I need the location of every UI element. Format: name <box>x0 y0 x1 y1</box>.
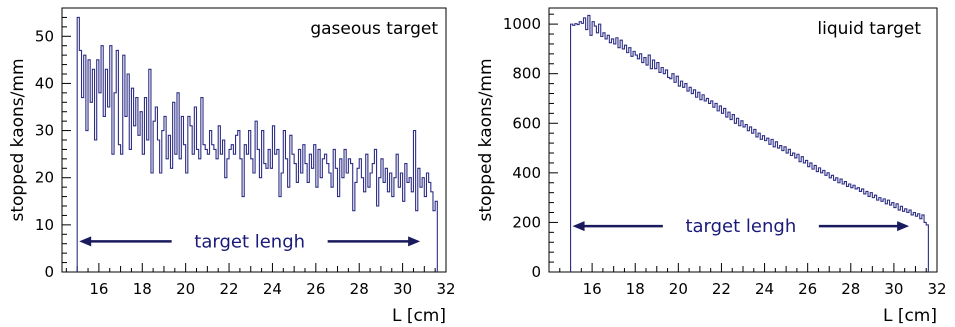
x-tick-label: 28 <box>350 280 369 298</box>
right-chart-liquid: 0 200 400 600 800 1000 16 18 20 22 24 26 28 30 32 tar… <box>476 7 947 326</box>
x-tick-label: 18 <box>626 280 645 298</box>
right-y-ticks: 0 200 400 600 800 1000 <box>503 13 558 281</box>
y-tick-label: 10 <box>35 216 54 234</box>
x-tick-label: 26 <box>306 280 325 298</box>
right-range-label: target lengh <box>685 216 796 237</box>
y-tick-label: 200 <box>512 213 541 231</box>
right-x-ticks: 16 18 20 22 24 26 28 30 32 <box>548 263 947 298</box>
x-tick-label: 16 <box>583 280 602 298</box>
x-tick-label: 30 <box>393 280 412 298</box>
left-range-arrowhead-right <box>408 236 421 247</box>
right-y-axis-title: stopped kaons/mm <box>476 58 496 221</box>
left-range-arrowhead-left <box>79 236 92 247</box>
y-tick-label: 0 <box>531 263 541 281</box>
left-series-line <box>76 16 438 272</box>
x-tick-label: 32 <box>436 280 455 298</box>
x-tick-label: 26 <box>798 280 817 298</box>
left-range-annotation: target lengh <box>79 231 421 252</box>
x-tick-label: 28 <box>841 280 860 298</box>
x-tick-label: 16 <box>89 280 108 298</box>
right-range-arrowhead-right <box>897 221 910 232</box>
left-y-ticks: 0 10 20 30 40 50 <box>35 7 71 281</box>
x-tick-label: 22 <box>220 280 239 298</box>
y-tick-label: 50 <box>35 27 54 45</box>
left-chart-gaseous: 0 10 20 30 40 50 16 18 20 22 24 26 28 30 32 target le… <box>8 7 456 326</box>
x-tick-label: 24 <box>263 280 282 298</box>
y-tick-label: 800 <box>512 65 541 83</box>
y-tick-label: 40 <box>35 74 54 92</box>
y-tick-label: 30 <box>35 122 54 140</box>
y-tick-label: 1000 <box>503 15 541 33</box>
right-chart-annotation: liquid target <box>817 19 921 39</box>
x-tick-label: 30 <box>884 280 903 298</box>
x-tick-label: 22 <box>712 280 731 298</box>
left-chart-annotation: gaseous target <box>310 19 438 39</box>
x-tick-label: 18 <box>133 280 152 298</box>
x-tick-label: 20 <box>176 280 195 298</box>
left-x-ticks: 16 18 20 22 24 26 28 30 32 <box>65 263 456 298</box>
x-tick-label: 20 <box>669 280 688 298</box>
right-range-arrowhead-left <box>572 221 585 232</box>
right-x-axis-title: L [cm] <box>883 306 937 326</box>
x-tick-label: 24 <box>755 280 774 298</box>
left-range-label: target lengh <box>194 231 305 252</box>
y-tick-label: 20 <box>35 169 54 187</box>
y-tick-label: 400 <box>512 164 541 182</box>
left-y-axis-title: stopped kaons/mm <box>8 58 28 221</box>
right-range-annotation: target lengh <box>572 216 910 237</box>
y-tick-label: 0 <box>44 263 54 281</box>
y-tick-label: 600 <box>512 114 541 132</box>
x-tick-label: 32 <box>927 280 946 298</box>
left-x-axis-title: L [cm] <box>392 306 446 326</box>
right-series-line <box>570 14 929 272</box>
